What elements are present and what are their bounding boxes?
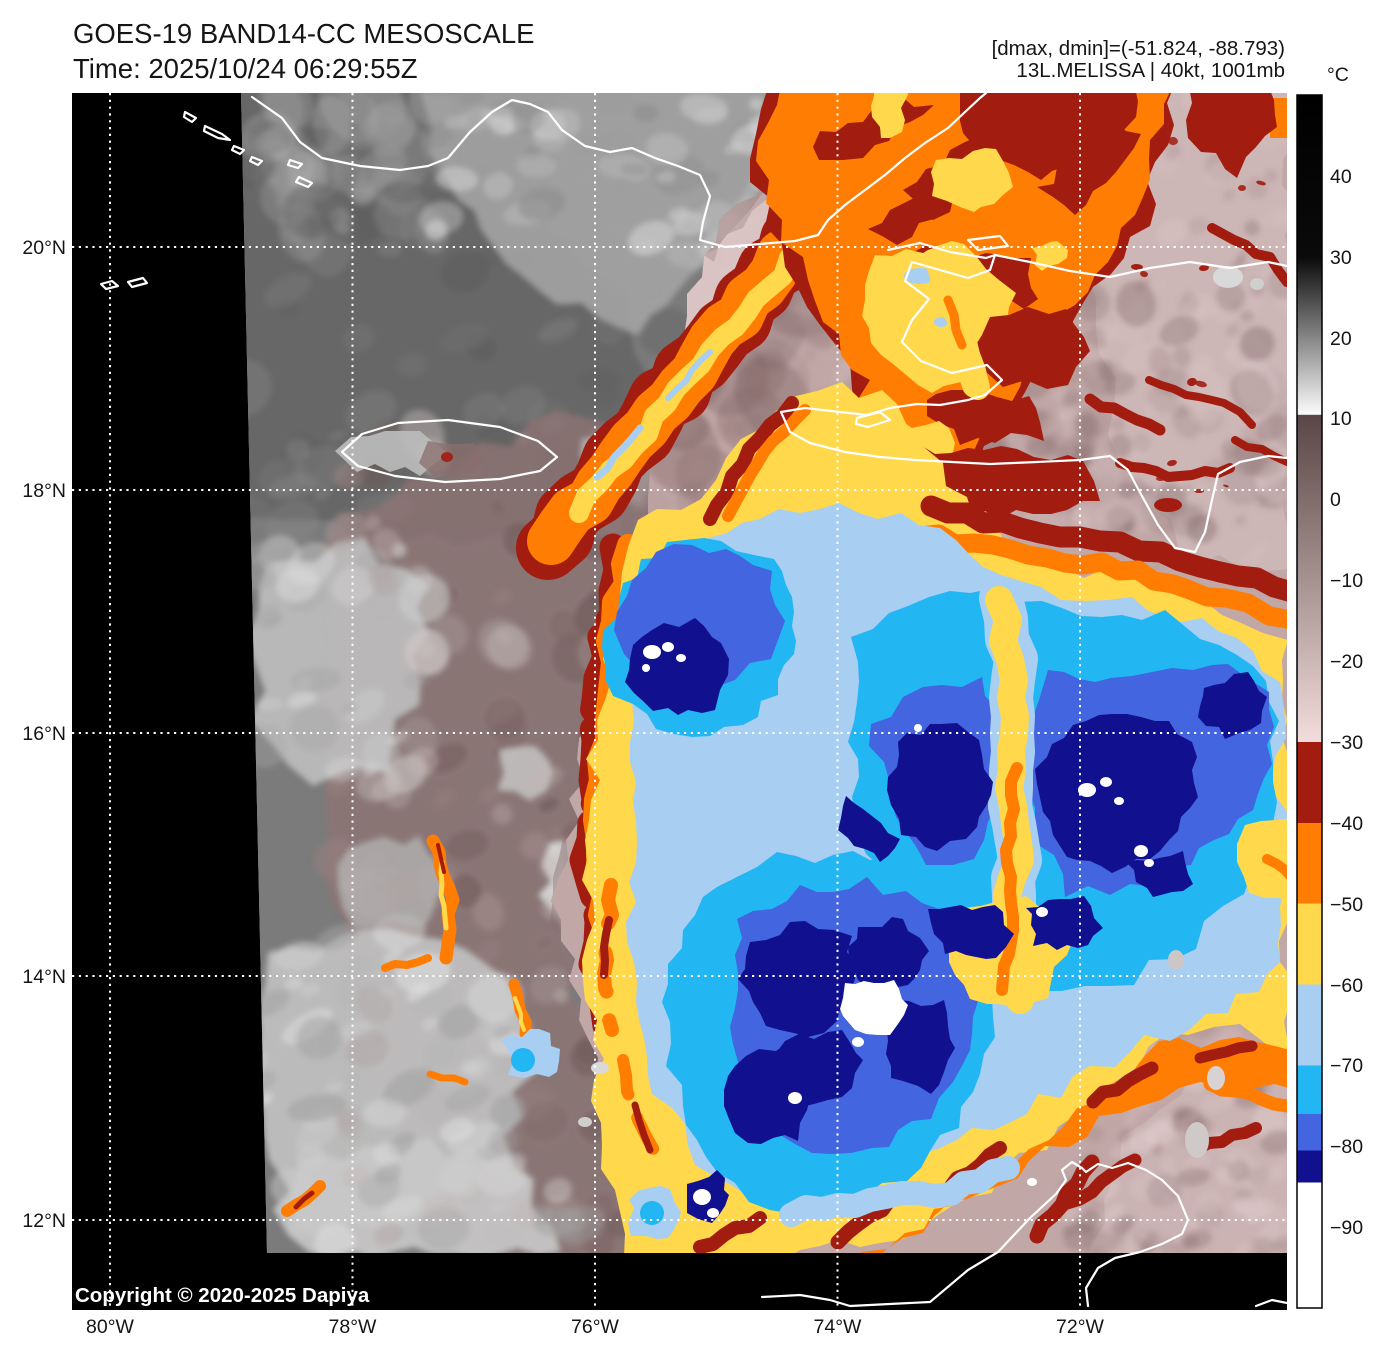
svg-text:Time: 2025/10/24 06:29:55Z: Time: 2025/10/24 06:29:55Z	[73, 53, 418, 84]
svg-text:13L.MELISSA | 40kt, 1001mb: 13L.MELISSA | 40kt, 1001mb	[1016, 59, 1285, 82]
svg-text:−80: −80	[1330, 1136, 1363, 1158]
svg-text:GOES-19 BAND14-CC MESOSCALE: GOES-19 BAND14-CC MESOSCALE	[73, 18, 535, 49]
svg-text:−30: −30	[1330, 732, 1363, 754]
svg-text:74°W: 74°W	[814, 1316, 862, 1338]
svg-text:−50: −50	[1330, 894, 1363, 916]
svg-text:72°W: 72°W	[1056, 1316, 1104, 1338]
svg-text:20: 20	[1330, 328, 1352, 350]
svg-text:−70: −70	[1330, 1055, 1363, 1077]
svg-text:30: 30	[1330, 247, 1352, 269]
svg-text:14°N: 14°N	[22, 966, 66, 988]
svg-text:76°W: 76°W	[571, 1316, 619, 1338]
svg-text:−40: −40	[1330, 813, 1363, 835]
svg-text:80°W: 80°W	[86, 1316, 134, 1338]
svg-text:−60: −60	[1330, 975, 1363, 997]
svg-text:12°N: 12°N	[22, 1210, 66, 1232]
svg-text:Copyright © 2020-2025 Dapiya: Copyright © 2020-2025 Dapiya	[75, 1284, 370, 1307]
svg-text:−20: −20	[1330, 651, 1363, 673]
svg-text:78°W: 78°W	[329, 1316, 377, 1338]
svg-text:°C: °C	[1327, 64, 1349, 86]
svg-text:[dmax, dmin]=(-51.824, -88.793: [dmax, dmin]=(-51.824, -88.793)	[992, 37, 1285, 60]
svg-text:16°N: 16°N	[22, 723, 66, 745]
svg-text:20°N: 20°N	[22, 237, 66, 259]
svg-text:−90: −90	[1330, 1217, 1363, 1239]
svg-text:18°N: 18°N	[22, 480, 66, 502]
svg-text:−10: −10	[1330, 570, 1363, 592]
svg-text:10: 10	[1330, 408, 1352, 430]
svg-text:40: 40	[1330, 166, 1352, 188]
svg-text:0: 0	[1330, 489, 1341, 511]
